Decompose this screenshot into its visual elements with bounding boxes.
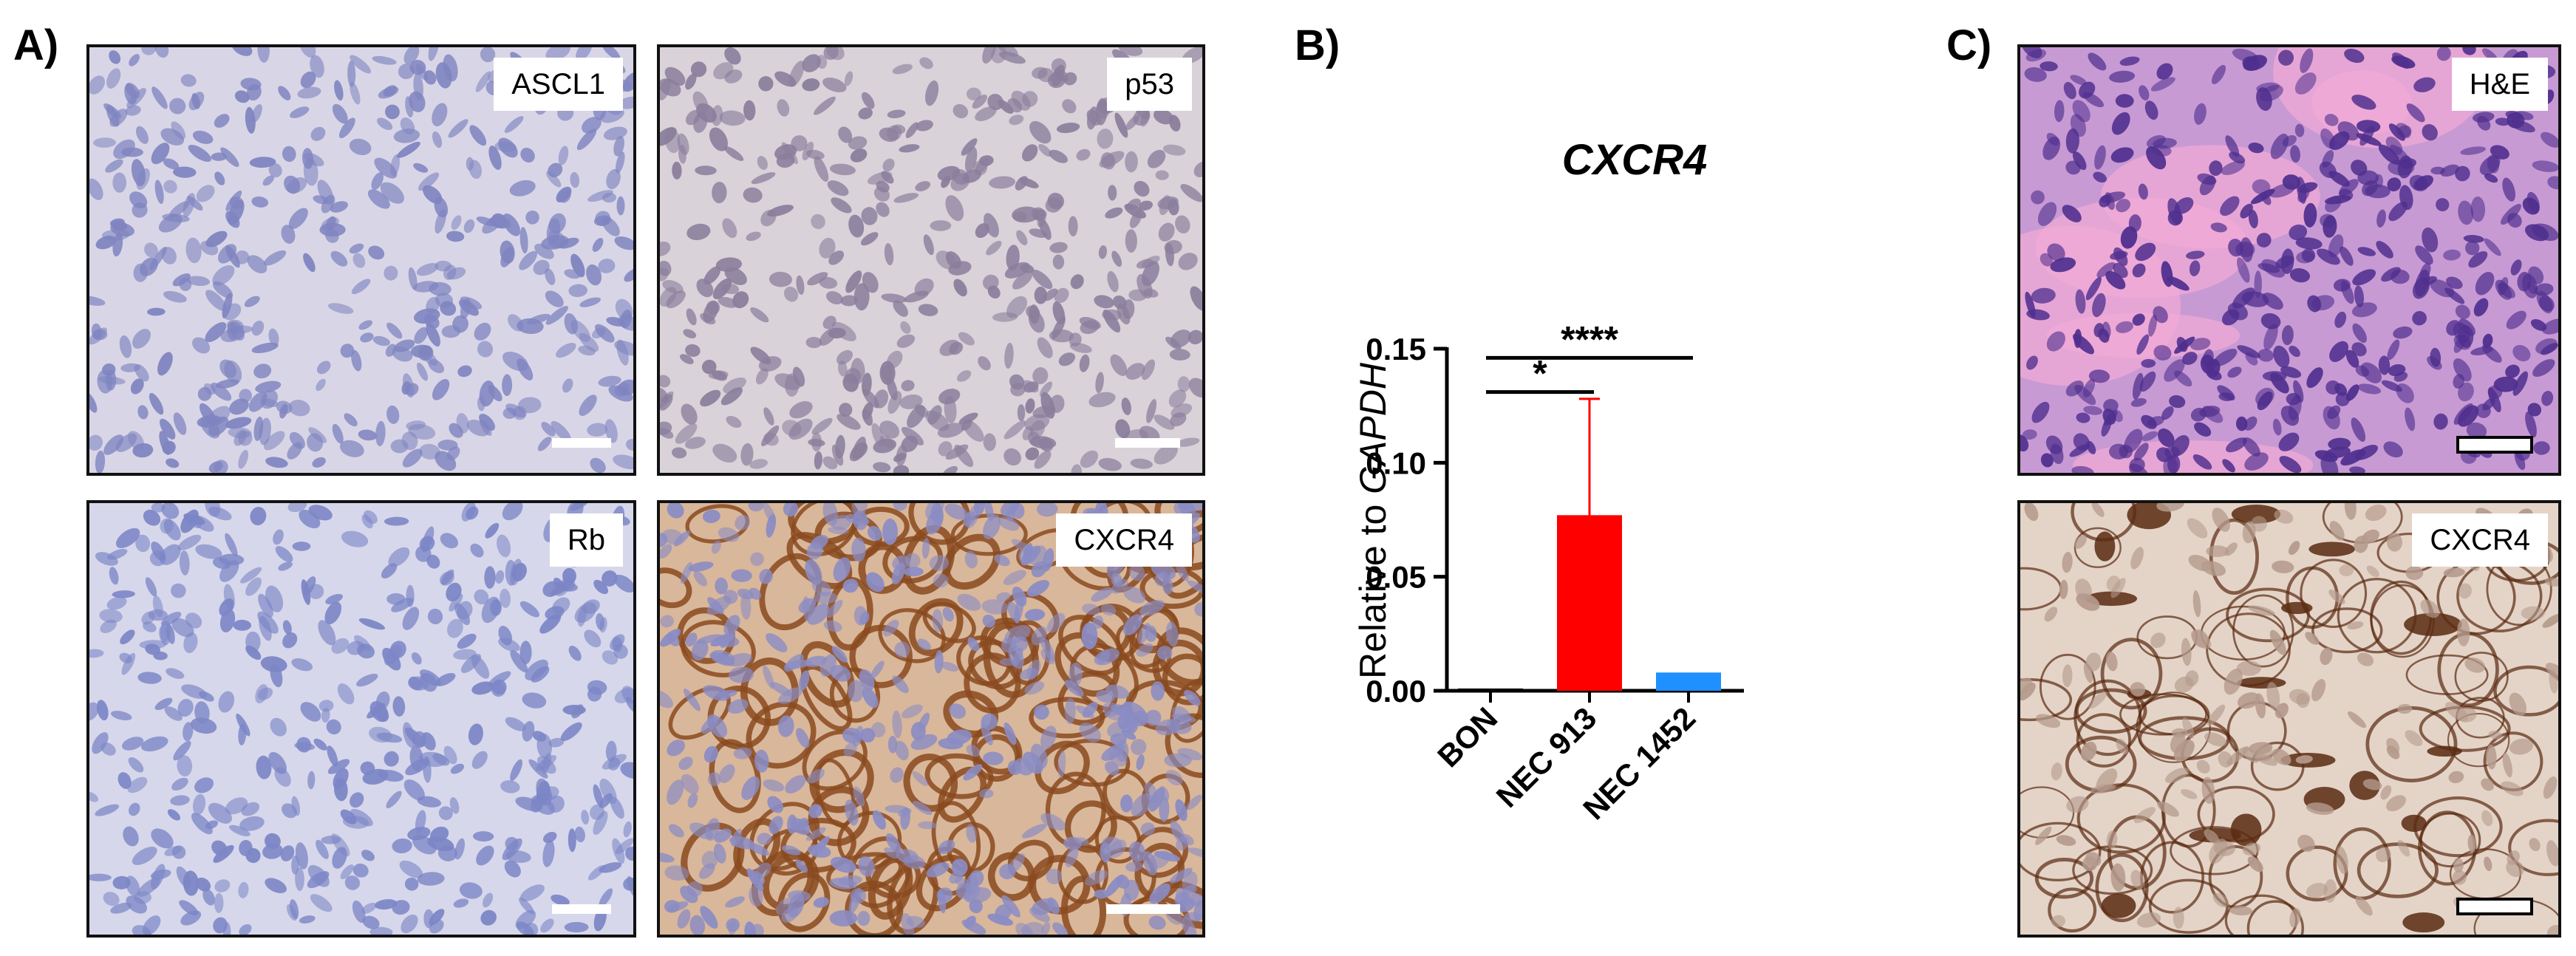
micrograph-cxcr4-c: CXCR4 bbox=[2017, 500, 2561, 938]
stain-label-he: H&E bbox=[2451, 58, 2548, 111]
panel-letter-c: C) bbox=[1946, 21, 1992, 69]
y-tick-label: 0.10 bbox=[1366, 445, 1426, 480]
micrograph-cxcr4-c-texture bbox=[2020, 503, 2558, 935]
scale-bar bbox=[552, 438, 611, 448]
chart-title: CXCR4 bbox=[1562, 136, 1708, 184]
y-axis-label: Relative to GAPDH bbox=[1352, 362, 1394, 679]
bar-nec-913 bbox=[1557, 515, 1622, 691]
y-tick-label: 0.15 bbox=[1366, 332, 1426, 366]
micrograph-rb-texture bbox=[89, 503, 633, 935]
micrograph-ascl1-texture bbox=[89, 47, 633, 473]
y-tick-label: 0.00 bbox=[1366, 674, 1426, 709]
y-axis-label-italic: GAPDH bbox=[1352, 362, 1394, 494]
micrograph-cxcr4-a-texture bbox=[660, 503, 1202, 935]
stain-label-cxcr4-a: CXCR4 bbox=[1056, 513, 1192, 567]
scale-bar bbox=[2456, 436, 2533, 454]
scale-bar bbox=[1115, 438, 1180, 448]
y-axis-label-prefix: Relative to bbox=[1352, 494, 1394, 679]
panel-letter-b: B) bbox=[1295, 21, 1340, 69]
chart-axes: 0.00 0.05 0.10 0.15 bbox=[1366, 332, 1744, 709]
y-tick-label: 0.05 bbox=[1366, 560, 1426, 595]
micrograph-p53-texture bbox=[660, 47, 1202, 473]
x-tick-label: BON bbox=[1431, 700, 1504, 774]
bar-chart: CXCR4 Relative to GAPDH 0.00 0.05 0.10 0.15… bbox=[1352, 136, 1744, 826]
micrograph-p53: p53 bbox=[657, 44, 1205, 476]
micrograph-he-texture bbox=[2020, 47, 2558, 473]
stain-label-ascl1: ASCL1 bbox=[494, 58, 623, 111]
scale-bar bbox=[1106, 904, 1180, 914]
micrograph-rb: Rb bbox=[86, 500, 636, 938]
micrograph-cxcr4-a: CXCR4 bbox=[657, 500, 1205, 938]
micrograph-ascl1: ASCL1 bbox=[86, 44, 636, 476]
chart-bars bbox=[1458, 515, 1721, 691]
micrograph-he: H&E bbox=[2017, 44, 2561, 476]
panel-letter-a: A) bbox=[13, 21, 59, 69]
bar-nec-1452 bbox=[1656, 672, 1721, 691]
chart-error-bars bbox=[1579, 397, 1600, 516]
scale-bar bbox=[552, 904, 611, 914]
bar-bon bbox=[1458, 688, 1523, 691]
stain-label-cxcr4-c: CXCR4 bbox=[2412, 513, 2548, 567]
stain-label-rb: Rb bbox=[549, 513, 623, 567]
significance-label: * bbox=[1533, 353, 1547, 395]
scale-bar bbox=[2456, 898, 2533, 915]
stain-label-p53: p53 bbox=[1107, 58, 1192, 111]
significance-label: **** bbox=[1561, 318, 1618, 360]
chart-significance: ***** bbox=[1486, 318, 1693, 395]
